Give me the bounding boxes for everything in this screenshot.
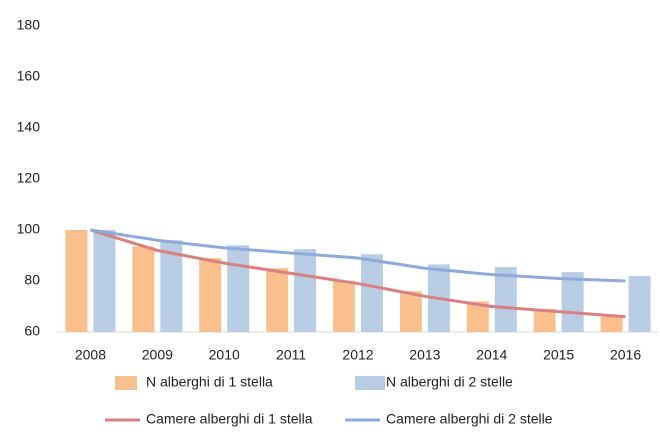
legend-swatch — [355, 376, 385, 390]
y-tick-label: 140 — [17, 119, 41, 135]
x-tick-label: 2015 — [543, 347, 574, 363]
legend-label: Camere alberghi di 2 stelle — [386, 411, 553, 427]
y-tick-label: 100 — [17, 221, 41, 237]
bar — [65, 230, 88, 332]
y-tick-label: 160 — [17, 68, 41, 84]
legend-label: N alberghi di 2 stelle — [386, 374, 513, 390]
bar — [561, 272, 584, 332]
line — [90, 228, 626, 283]
x-tick-label: 2014 — [476, 347, 507, 363]
y-tick-label: 180 — [17, 17, 41, 33]
bar — [266, 268, 289, 332]
y-tick-label: 80 — [24, 272, 40, 288]
bar — [199, 258, 222, 332]
bar — [466, 301, 489, 332]
x-tick-label: 2012 — [342, 347, 373, 363]
legend-label: Camere alberghi di 1 stella — [146, 411, 313, 427]
bar — [628, 275, 651, 332]
x-tick-label: 2010 — [209, 347, 240, 363]
line — [90, 228, 626, 319]
bar — [132, 246, 155, 332]
bar — [227, 245, 250, 332]
y-tick-label: 120 — [17, 170, 41, 186]
legend-swatch — [115, 376, 137, 390]
bar — [600, 316, 623, 332]
bar — [399, 291, 422, 332]
bar — [494, 266, 517, 332]
bar — [533, 309, 556, 332]
bar — [361, 254, 383, 332]
x-tick-label: 2008 — [75, 347, 106, 363]
bar — [160, 240, 183, 332]
bar — [294, 249, 317, 332]
x-tick-label: 2016 — [610, 347, 641, 363]
bar — [333, 281, 355, 332]
y-tick-label: 60 — [24, 323, 40, 339]
x-tick-label: 2011 — [276, 347, 306, 363]
x-tick-label: 2013 — [409, 347, 440, 363]
x-tick-label: 2009 — [142, 347, 173, 363]
bar — [93, 230, 116, 332]
legend-label: N alberghi di 1 stella — [146, 374, 273, 390]
